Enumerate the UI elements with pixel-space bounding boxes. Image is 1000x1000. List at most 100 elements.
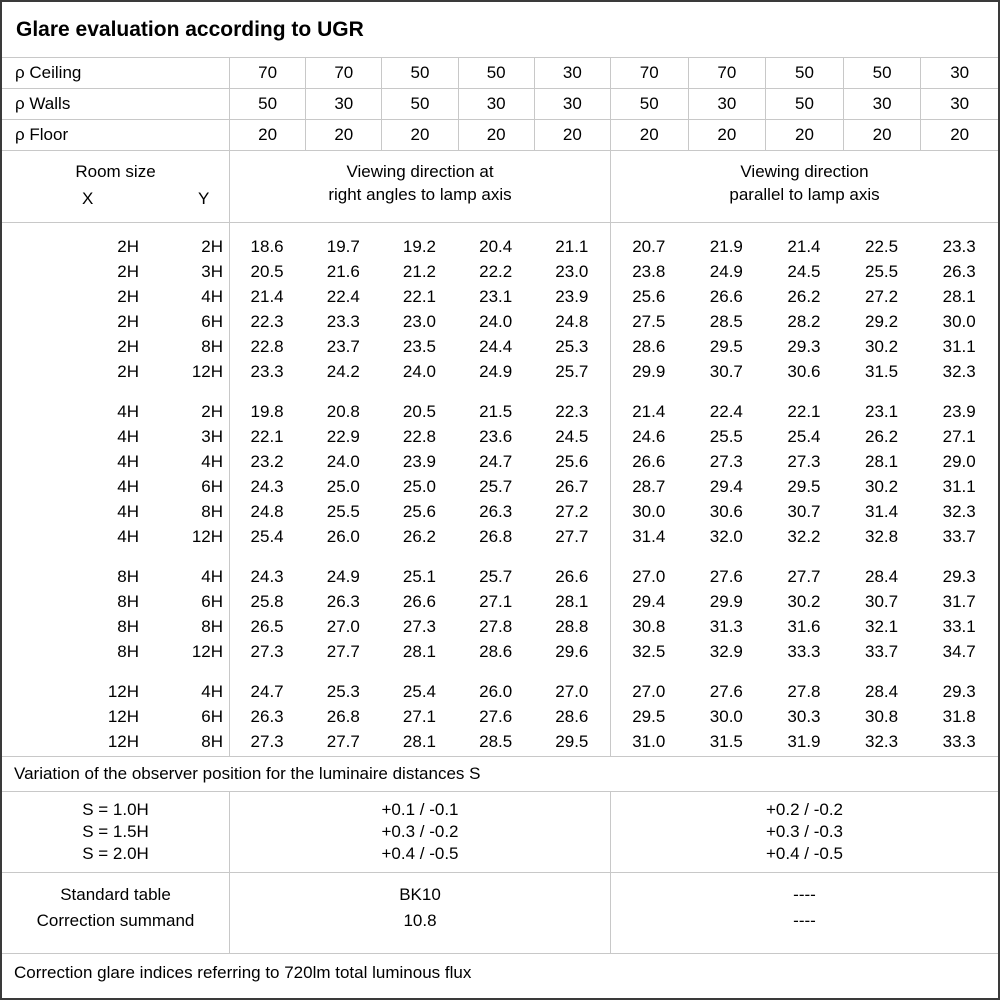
reflectance-value: 20 <box>765 120 843 150</box>
x-column-label: X <box>82 189 94 208</box>
ugr-row: 4H 3H 22.1 22.9 22.8 23.6 24.5 24.6 25.5 25.4 26.2… <box>2 424 998 449</box>
ugr-value: 31.5 <box>709 732 743 751</box>
room-x-value: 12H <box>107 682 139 701</box>
ugr-value: 27.6 <box>709 567 743 586</box>
ugr-value: 30.0 <box>632 502 666 521</box>
ugr-value: 30.0 <box>942 312 976 331</box>
ugr-value: 27.0 <box>632 567 666 586</box>
room-y-value: 8H <box>201 337 223 356</box>
ugr-value: 29.4 <box>709 477 743 496</box>
room-x-value: 8H <box>117 567 139 586</box>
room-y-value: 4H <box>201 682 223 701</box>
reflectance-label: ρ Ceiling <box>15 63 82 82</box>
summary-labels: Standard table Correction summand <box>2 873 229 953</box>
room-y-value: 8H <box>201 732 223 751</box>
ugr-value: 23.3 <box>326 312 360 331</box>
reflectance-table: ρ Ceiling 70 70 50 50 30 70 70 50 50 30 ρ Walls 50 30… <box>2 58 998 151</box>
room-y-value: 4H <box>201 287 223 306</box>
ugr-data-area: 2H 2H 18.6 19.7 19.2 20.4 21.1 20.7 21.9 21.4 22.5… <box>2 223 998 757</box>
ugr-value: 31.6 <box>787 617 821 636</box>
ugr-value: 23.5 <box>402 337 437 356</box>
ugr-value: 25.0 <box>326 477 360 496</box>
ugr-value: 26.3 <box>479 502 513 521</box>
ugr-value: 32.0 <box>709 527 743 546</box>
ugr-value: 23.2 <box>250 452 284 471</box>
ugr-value: 27.7 <box>326 732 360 751</box>
ugr-value: 29.6 <box>555 642 589 661</box>
reflectance-value: 30 <box>920 58 998 88</box>
ugr-value: 26.8 <box>479 527 513 546</box>
ugr-value: 31.1 <box>942 337 976 356</box>
ugr-value: 28.1 <box>555 592 589 611</box>
summary-label: Correction summand <box>36 911 195 930</box>
room-x-value: 8H <box>117 642 139 661</box>
ugr-row: 4H 6H 24.3 25.0 25.0 25.7 26.7 28.7 29.4 29.5 30.2… <box>2 474 998 499</box>
ugr-value: 30.3 <box>787 707 821 726</box>
ugr-value: 26.3 <box>326 592 360 611</box>
summary-value-right-angles: 10.8 <box>403 911 437 930</box>
ugr-value: 30.2 <box>865 337 899 356</box>
room-y-value: 12H <box>191 527 223 546</box>
ugr-value: 21.1 <box>555 237 589 256</box>
ugr-value: 28.1 <box>865 452 899 471</box>
ugr-value: 23.3 <box>942 237 976 256</box>
ugr-value: 31.1 <box>942 477 976 496</box>
reflectance-label: ρ Floor <box>15 125 69 144</box>
reflectance-value: 20 <box>229 120 305 150</box>
room-y-value: 3H <box>201 262 223 281</box>
ugr-value: 25.6 <box>632 287 666 306</box>
ugr-value: 23.1 <box>479 287 513 306</box>
header-line: Viewing direction at <box>346 162 494 181</box>
ugr-value: 26.0 <box>326 527 360 546</box>
reflectance-value: 30 <box>457 89 534 119</box>
header-line: Viewing direction <box>740 162 869 181</box>
ugr-value: 24.2 <box>326 362 360 381</box>
reflectance-value: 70 <box>305 58 381 88</box>
ugr-value: 31.9 <box>787 732 821 751</box>
ugr-value: 26.6 <box>402 592 437 611</box>
reflectance-value: 20 <box>457 120 534 150</box>
ugr-value: 24.5 <box>787 262 821 281</box>
ugr-value: 19.7 <box>326 237 360 256</box>
ugr-value: 31.3 <box>709 617 743 636</box>
room-x-value: 2H <box>117 237 139 256</box>
ugr-value: 30.2 <box>787 592 821 611</box>
variation-value-parallel: +0.2 / -0.2 <box>765 800 844 819</box>
ugr-value: 27.3 <box>402 617 437 636</box>
ugr-value: 26.6 <box>555 567 589 586</box>
ugr-value: 27.1 <box>479 592 513 611</box>
reflectance-value: 20 <box>381 120 457 150</box>
ugr-value: 24.6 <box>632 427 666 446</box>
ugr-value: 22.1 <box>402 287 437 306</box>
room-x-value: 2H <box>117 312 139 331</box>
ugr-value: 32.9 <box>709 642 743 661</box>
ugr-value: 27.6 <box>709 682 743 701</box>
ugr-value: 28.6 <box>479 642 513 661</box>
ugr-value: 27.0 <box>632 682 666 701</box>
ugr-value: 29.9 <box>709 592 743 611</box>
room-x-value: 4H <box>117 427 139 446</box>
room-x-value: 4H <box>117 502 139 521</box>
ugr-value: 25.3 <box>326 682 360 701</box>
ugr-value: 30.7 <box>865 592 899 611</box>
room-x-value: 4H <box>117 402 139 421</box>
variation-parallel-column: +0.2 / -0.2 +0.3 / -0.3 +0.4 / -0.5 <box>610 792 998 872</box>
summary-value-right-angles: BK10 <box>399 885 441 904</box>
summary-parallel-column: ---- ---- <box>610 873 998 953</box>
variation-label: S = 2.0H <box>82 844 149 863</box>
ugr-value: 25.7 <box>479 567 513 586</box>
ugr-value: 28.8 <box>555 617 589 636</box>
ugr-value: 32.3 <box>942 502 976 521</box>
ugr-value: 23.3 <box>250 362 284 381</box>
reflectance-label: ρ Walls <box>15 94 71 113</box>
summary-block: Standard table Correction summand BK10 10.… <box>2 873 998 954</box>
ugr-value: 28.1 <box>402 732 437 751</box>
ugr-value: 30.7 <box>709 362 743 381</box>
reflectance-row: ρ Ceiling 70 70 50 50 30 70 70 50 50 30 <box>2 58 998 89</box>
ugr-row: 2H 8H 22.8 23.7 23.5 24.4 25.3 28.6 29.5 29.3 30.2… <box>2 334 998 359</box>
ugr-value: 24.8 <box>555 312 589 331</box>
ugr-value: 20.8 <box>326 402 360 421</box>
ugr-value: 25.7 <box>555 362 589 381</box>
ugr-value: 25.5 <box>326 502 360 521</box>
ugr-row: 2H 3H 20.5 21.6 21.2 22.2 23.0 23.8 24.9 24.5 25.5… <box>2 259 998 284</box>
